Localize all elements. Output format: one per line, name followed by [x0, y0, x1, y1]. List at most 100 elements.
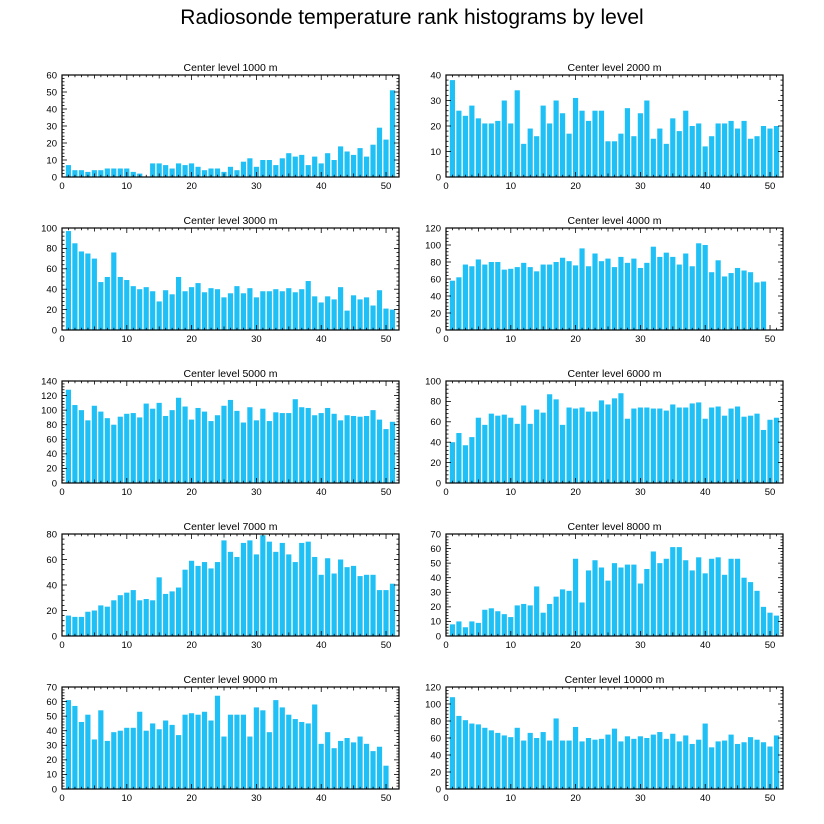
x-tick-label: 30 [251, 640, 262, 651]
bar [462, 627, 468, 636]
y-tick-label: 100 [41, 223, 57, 234]
bar [176, 163, 182, 177]
bar [462, 445, 468, 483]
bar [495, 120, 501, 177]
y-tick-label: 0 [436, 478, 441, 489]
x-tick-label: 10 [122, 487, 133, 498]
bar [344, 310, 350, 330]
histogram-panel-5: Center level 5000 m 0 10 20 30 40 50 0 20 40 60 80 1… [41, 368, 400, 498]
bar [449, 80, 456, 177]
bar [124, 413, 130, 483]
bar [585, 120, 592, 177]
x-tick-label: 0 [443, 334, 448, 345]
bar [773, 615, 780, 636]
bar [182, 714, 188, 789]
y-tick-label: 60 [46, 264, 57, 275]
bar [143, 599, 149, 636]
bar [124, 727, 130, 789]
bar [234, 170, 240, 177]
bar [514, 727, 520, 789]
bar [163, 720, 169, 789]
bar [176, 397, 182, 483]
bar [299, 407, 305, 483]
y-tick-label: 10 [430, 147, 441, 158]
y-tick-label: 20 [46, 606, 57, 617]
bar [266, 541, 272, 636]
bar [247, 158, 253, 177]
bar [676, 741, 682, 789]
bar [344, 738, 350, 789]
bar [137, 600, 143, 636]
bar [475, 118, 481, 177]
bar [169, 410, 175, 483]
y-tick-label: 0 [52, 325, 57, 336]
bar [117, 595, 123, 636]
y-tick-label: 0 [52, 631, 57, 642]
bar [188, 163, 195, 177]
bar [188, 287, 195, 330]
bar [683, 407, 689, 483]
bar [234, 286, 240, 330]
y-tick-label: 120 [425, 682, 441, 693]
histogram-panel-8: Center level 8000 m 0 10 20 30 40 50 0 10 20 30 40 5… [430, 521, 784, 651]
x-tick-label: 0 [443, 181, 448, 192]
bar [773, 417, 780, 483]
bar [195, 283, 201, 330]
x-tick-label: 10 [122, 334, 133, 345]
y-tick-label: 20 [46, 464, 57, 475]
bar [150, 723, 156, 789]
bar [299, 154, 305, 177]
bar [227, 714, 234, 789]
bar [650, 246, 656, 330]
y-tick-label: 40 [430, 750, 441, 761]
bar [547, 394, 553, 483]
bar [137, 289, 143, 330]
bar [240, 293, 246, 330]
bar [657, 563, 663, 636]
bar [104, 418, 110, 483]
page-title: Radiosonde temperature rank histograms b… [180, 6, 644, 29]
bar [376, 590, 383, 636]
bar [188, 419, 195, 483]
bar [637, 113, 643, 177]
bar [741, 577, 747, 636]
panel-title: Center level 7000 m [184, 521, 278, 533]
bar [482, 123, 488, 177]
bar [722, 123, 728, 177]
bar [644, 262, 650, 330]
bar [350, 154, 357, 177]
bar [696, 123, 702, 177]
bar [279, 413, 285, 483]
bar [488, 123, 494, 177]
y-tick-label: 60 [46, 555, 57, 566]
bar [579, 602, 585, 636]
bar [676, 547, 682, 636]
histogram-panel-3: Center level 3000 m 0 10 20 30 40 50 0 20 40 60 80 1… [41, 215, 400, 345]
bar [78, 616, 84, 637]
bar [579, 407, 585, 483]
bar [72, 616, 78, 637]
bar [773, 735, 780, 789]
bar [266, 732, 272, 789]
bar [631, 258, 637, 330]
bar [631, 408, 637, 483]
bar [286, 554, 292, 636]
y-tick-label: 70 [46, 682, 57, 693]
bar [572, 726, 579, 789]
bar [214, 168, 221, 177]
bar [240, 542, 246, 636]
bar [195, 166, 201, 177]
bar [508, 417, 514, 483]
bar [325, 296, 331, 330]
bar [260, 408, 266, 483]
bar [741, 742, 747, 789]
bar [676, 131, 682, 177]
bar [469, 105, 475, 177]
bar [279, 542, 285, 636]
bar [163, 415, 169, 483]
x-tick-label: 30 [635, 334, 646, 345]
bar [111, 252, 117, 330]
bar [65, 615, 72, 636]
bar [624, 564, 630, 636]
